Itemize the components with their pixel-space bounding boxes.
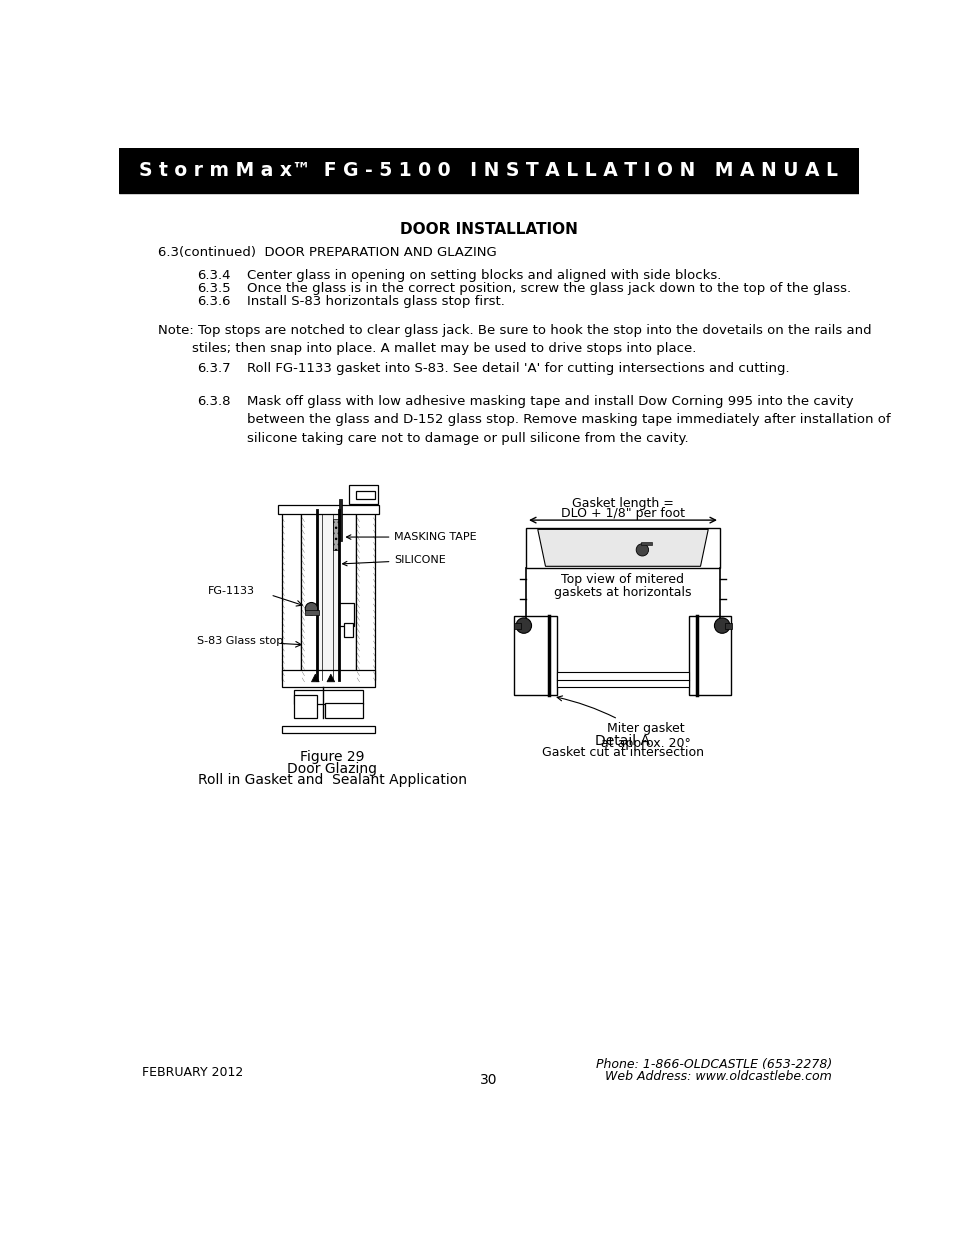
Text: 6.3.8: 6.3.8 bbox=[196, 395, 230, 408]
Text: 6.3.5: 6.3.5 bbox=[196, 282, 230, 295]
Text: Top view of mitered: Top view of mitered bbox=[561, 573, 684, 585]
Polygon shape bbox=[327, 674, 335, 682]
Text: Detail A: Detail A bbox=[595, 734, 650, 748]
Bar bbox=[355, 510, 375, 679]
Text: MASKING TAPE: MASKING TAPE bbox=[346, 532, 476, 542]
Bar bbox=[348, 484, 377, 504]
Circle shape bbox=[636, 543, 648, 556]
Bar bbox=[301, 510, 316, 679]
Bar bbox=[282, 726, 375, 734]
Bar bbox=[338, 603, 354, 626]
Bar bbox=[316, 510, 338, 679]
Text: S-83 Glass stop: S-83 Glass stop bbox=[196, 636, 283, 646]
Text: 6.3.4: 6.3.4 bbox=[196, 269, 230, 282]
Text: Mask off glass with low adhesive masking tape and install Dow Corning 995 into t: Mask off glass with low adhesive masking… bbox=[247, 395, 890, 445]
Bar bbox=[282, 671, 375, 687]
Text: 30: 30 bbox=[479, 1073, 497, 1087]
Text: Roll in Gasket and  Sealant Application: Roll in Gasket and Sealant Application bbox=[197, 773, 466, 788]
Bar bbox=[333, 520, 338, 550]
Text: 6.3(continued)  DOOR PREPARATION AND GLAZING: 6.3(continued) DOOR PREPARATION AND GLAZ… bbox=[158, 246, 497, 258]
Text: Web Address: www.oldcastlebe.com: Web Address: www.oldcastlebe.com bbox=[605, 1070, 831, 1083]
Text: SILICONE: SILICONE bbox=[342, 556, 446, 566]
Text: Roll FG-1133 gasket into S-83. See detail 'A' for cutting intersections and cutt: Roll FG-1133 gasket into S-83. See detai… bbox=[247, 362, 789, 375]
Bar bbox=[344, 624, 353, 637]
Circle shape bbox=[516, 618, 531, 634]
Text: DOOR INSTALLATION: DOOR INSTALLATION bbox=[399, 221, 578, 237]
Bar bbox=[688, 616, 731, 695]
Circle shape bbox=[305, 603, 317, 615]
Polygon shape bbox=[311, 674, 319, 682]
Bar bbox=[294, 690, 363, 704]
Text: Install S-83 horizontals glass stop first.: Install S-83 horizontals glass stop firs… bbox=[247, 295, 504, 308]
Bar bbox=[338, 510, 355, 679]
Text: Miter gasket
at approx. 20°: Miter gasket at approx. 20° bbox=[557, 695, 691, 750]
Text: DLO + 1/8" per foot: DLO + 1/8" per foot bbox=[560, 506, 684, 520]
Bar bbox=[282, 510, 301, 679]
Bar bbox=[724, 622, 731, 629]
Text: Figure 29: Figure 29 bbox=[300, 750, 364, 763]
Circle shape bbox=[714, 618, 729, 634]
Text: Gasket length =: Gasket length = bbox=[572, 496, 673, 510]
Text: Once the glass is in the correct position, screw the glass jack down to the top : Once the glass is in the correct positio… bbox=[247, 282, 850, 295]
Text: gaskets at horizontals: gaskets at horizontals bbox=[554, 585, 691, 599]
Bar bbox=[557, 672, 688, 687]
Bar bbox=[355, 490, 375, 499]
Text: 6.3.6: 6.3.6 bbox=[196, 295, 230, 308]
Bar bbox=[305, 610, 319, 615]
Text: Phone: 1-866-OLDCASTLE (653-2278): Phone: 1-866-OLDCASTLE (653-2278) bbox=[596, 1058, 831, 1071]
Text: Door Glazing: Door Glazing bbox=[287, 762, 377, 776]
Polygon shape bbox=[537, 530, 707, 567]
Text: 6.3.7: 6.3.7 bbox=[196, 362, 230, 375]
Text: Center glass in opening on setting blocks and aligned with side blocks.: Center glass in opening on setting block… bbox=[247, 269, 720, 282]
Bar bbox=[324, 703, 363, 718]
Text: Gasket cut at intersection: Gasket cut at intersection bbox=[541, 746, 703, 760]
Bar bbox=[278, 505, 378, 514]
Bar bbox=[514, 622, 520, 629]
Bar bbox=[525, 527, 720, 568]
Text: FEBRUARY 2012: FEBRUARY 2012 bbox=[142, 1066, 244, 1078]
Bar bbox=[514, 616, 557, 695]
Bar bbox=[338, 499, 342, 541]
Bar bbox=[640, 542, 651, 545]
Text: Note: Top stops are notched to clear glass jack. Be sure to hook the stop into t: Note: Top stops are notched to clear gla… bbox=[158, 324, 871, 356]
Bar bbox=[119, 148, 858, 193]
Text: S t o r m M a x™  F G - 5 1 0 0   I N S T A L L A T I O N   M A N U A L: S t o r m M a x™ F G - 5 1 0 0 I N S T A… bbox=[139, 161, 838, 180]
Text: FG-1133: FG-1133 bbox=[208, 585, 255, 597]
Bar bbox=[294, 695, 316, 718]
